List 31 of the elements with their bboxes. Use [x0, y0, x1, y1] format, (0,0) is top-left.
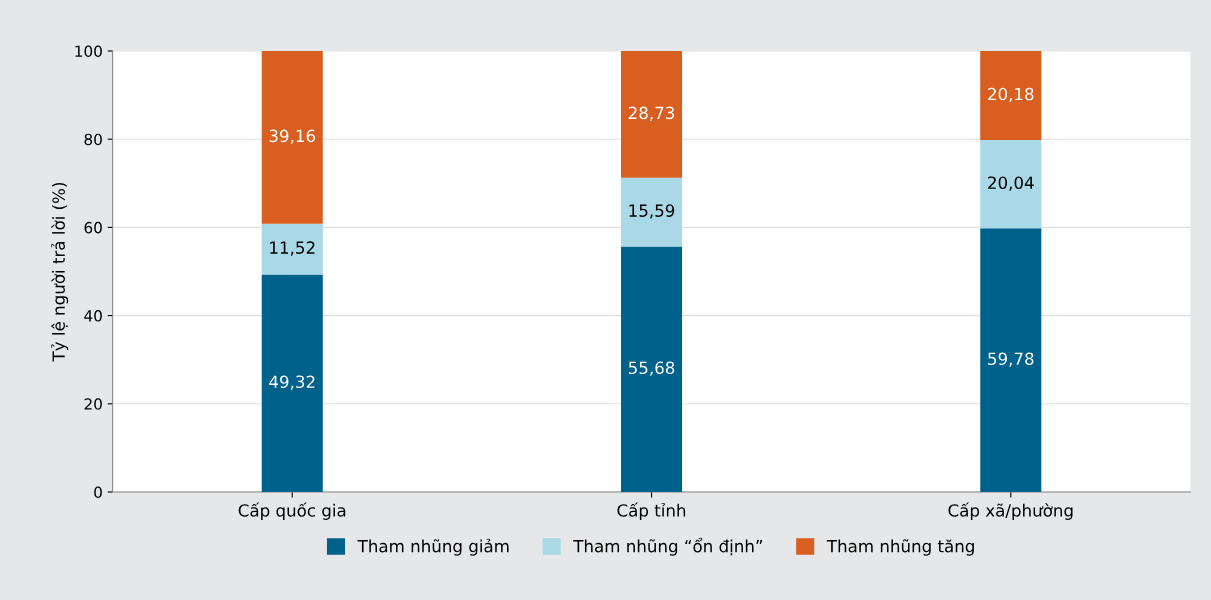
data-label: 11,52	[270, 241, 315, 256]
y-tick-label: 40	[84, 310, 102, 322]
data-label: 28,73	[628, 106, 675, 121]
y-tick-label: 80	[84, 133, 102, 146]
bar	[261, 51, 323, 224]
legend-label: Tham nhũng giảm	[357, 538, 509, 556]
data-label: 39,16	[269, 129, 316, 144]
data-label: 15,59	[629, 204, 675, 219]
data-label: 20,18	[988, 87, 1034, 103]
bar	[261, 274, 323, 492]
y-tick-label: 100	[75, 45, 102, 58]
bar	[980, 228, 1042, 492]
data-label: 59,78	[988, 352, 1034, 367]
bar	[620, 177, 683, 247]
y-tick-label: 0	[94, 486, 102, 499]
x-tick-label: Cấp quốc gia	[238, 502, 346, 520]
bar	[261, 223, 323, 275]
data-label: 55,68	[628, 361, 675, 376]
data-label: 49,32	[269, 375, 315, 390]
bar	[620, 51, 683, 178]
bar	[980, 139, 1042, 229]
x-tick-label: Cấp tỉnh	[617, 502, 686, 520]
bar	[980, 51, 1042, 140]
y-axis-title: Tỷ lệ người trả lời (%)	[51, 183, 69, 362]
x-tick-label: Cấp xã/phường	[948, 502, 1073, 520]
bar	[620, 246, 683, 492]
legend-label: Tham nhũng tăng	[826, 539, 974, 556]
y-tick-label: 20	[84, 398, 102, 410]
y-tick-label: 60	[84, 221, 102, 234]
data-label: 20,04	[988, 176, 1034, 191]
legend-label: Tham nhũng “ổn định”	[573, 537, 763, 556]
